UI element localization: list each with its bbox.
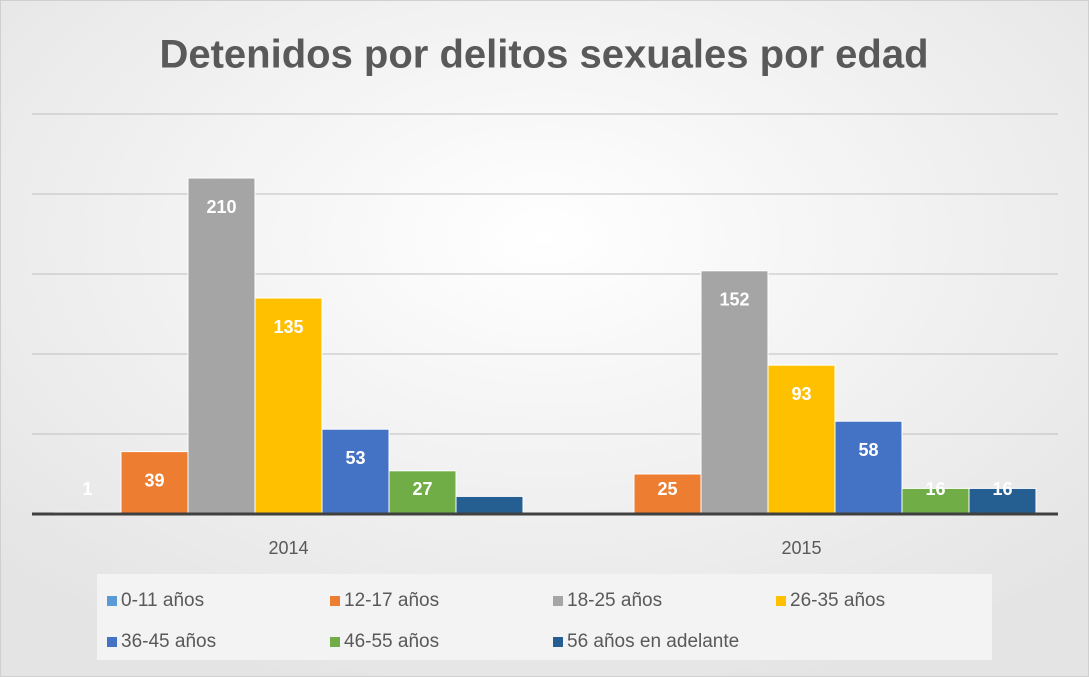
data-label: 1	[82, 479, 92, 499]
legend-swatch	[330, 596, 340, 606]
x-tick-label: 2014	[268, 538, 308, 558]
data-label: 53	[345, 448, 365, 468]
x-tick-label: 2015	[781, 538, 821, 558]
data-label: 27	[412, 479, 432, 499]
legend-label: 36-45 años	[121, 631, 216, 652]
bar	[321, 428, 390, 515]
bar	[901, 487, 970, 515]
bar	[388, 470, 457, 515]
data-label: 93	[791, 384, 811, 404]
legend-swatch	[330, 637, 340, 647]
legend-swatch	[553, 596, 563, 606]
data-label: 25	[657, 479, 677, 499]
legend-swatch	[107, 637, 117, 647]
legend-swatch	[553, 637, 563, 647]
chart-title: Detenidos por delitos sexuales por edad	[159, 33, 928, 77]
data-label: 152	[719, 290, 749, 310]
legend-swatch	[107, 596, 117, 606]
legend-label: 0-11 años	[121, 590, 204, 611]
data-label: 16	[992, 479, 1012, 499]
legend-label: 18-25 años	[567, 590, 662, 611]
legend-swatch	[776, 596, 786, 606]
bar	[120, 451, 189, 515]
bar	[455, 495, 524, 515]
bar	[633, 473, 702, 515]
legend-label: 26-35 años	[790, 590, 885, 611]
data-label: 58	[858, 440, 878, 460]
data-label: 39	[144, 470, 164, 490]
legend-label: 12-17 años	[344, 590, 439, 611]
legend-background	[97, 574, 992, 660]
bar	[767, 364, 836, 515]
bar	[700, 270, 769, 515]
bar	[187, 177, 256, 515]
bar	[968, 487, 1037, 515]
bar	[254, 297, 323, 515]
data-label: 210	[206, 197, 236, 217]
legend-label: 46-55 años	[344, 631, 439, 652]
data-label: 135	[273, 317, 303, 337]
legend-label: 56 años en adelante	[567, 631, 739, 652]
bar	[834, 420, 903, 515]
data-label: 16	[925, 479, 945, 499]
